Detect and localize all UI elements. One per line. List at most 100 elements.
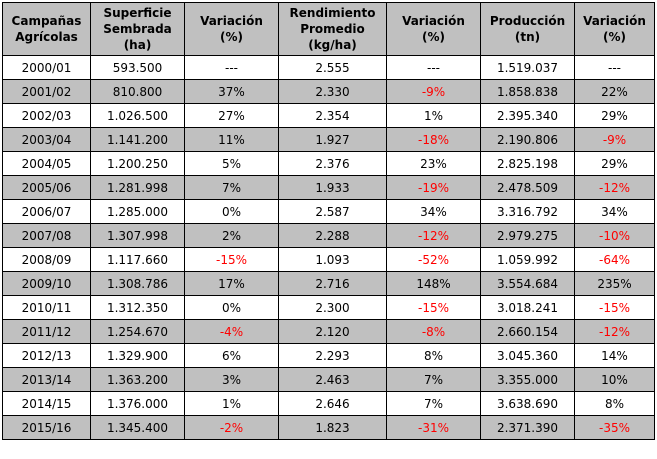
cell-area-variation: 7% bbox=[184, 175, 279, 200]
cell-sown-area: 1.376.000 bbox=[90, 391, 185, 416]
cell-production: 3.018.241 bbox=[480, 295, 575, 320]
cell-area-variation: -4% bbox=[184, 319, 279, 344]
cell-production: 3.554.684 bbox=[480, 271, 575, 296]
table-row: 2005/06 1.281.998 7% 1.933 -19% 2.478.509 -12% bbox=[2, 175, 655, 200]
cell-sown-area: 1.312.350 bbox=[90, 295, 185, 320]
header-line: Promedio bbox=[300, 22, 365, 36]
cell-area-variation: 11% bbox=[184, 127, 279, 152]
cell-sown-area: 1.308.786 bbox=[90, 271, 185, 296]
cell-production-variation: -12% bbox=[574, 319, 655, 344]
cell-area-variation: 6% bbox=[184, 343, 279, 368]
header-line: Variación bbox=[200, 14, 263, 28]
cell-yield-variation: 7% bbox=[386, 391, 481, 416]
cell-yield-variation: -12% bbox=[386, 223, 481, 248]
cell-avg-yield: 2.293 bbox=[278, 343, 387, 368]
table-row: 2002/03 1.026.500 27% 2.354 1% 2.395.340 29% bbox=[2, 103, 655, 128]
header-yield-variation: Variación (%) bbox=[386, 2, 481, 56]
header-line: Campañas bbox=[11, 14, 82, 28]
cell-production: 1.059.992 bbox=[480, 247, 575, 272]
cell-avg-yield: 2.555 bbox=[278, 55, 387, 80]
header-line: Sembrada bbox=[103, 22, 172, 36]
cell-campaign: 2004/05 bbox=[2, 151, 91, 176]
cell-avg-yield: 2.288 bbox=[278, 223, 387, 248]
cell-campaign: 2011/12 bbox=[2, 319, 91, 344]
cell-sown-area: 1.285.000 bbox=[90, 199, 185, 224]
cell-avg-yield: 2.646 bbox=[278, 391, 387, 416]
cell-yield-variation: 34% bbox=[386, 199, 481, 224]
table-row: 2003/04 1.141.200 11% 1.927 -18% 2.190.806 -9% bbox=[2, 127, 655, 152]
header-line: (%) bbox=[422, 30, 445, 44]
cell-sown-area: 1.200.250 bbox=[90, 151, 185, 176]
cell-area-variation: -2% bbox=[184, 415, 279, 440]
cell-campaign: 2013/14 bbox=[2, 367, 91, 392]
cell-campaign: 2005/06 bbox=[2, 175, 91, 200]
cell-production: 3.638.690 bbox=[480, 391, 575, 416]
header-sown-area: Superficie Sembrada (ha) bbox=[90, 2, 185, 56]
cell-yield-variation: -9% bbox=[386, 79, 481, 104]
header-line: Variación bbox=[583, 14, 646, 28]
cell-campaign: 2008/09 bbox=[2, 247, 91, 272]
table-row: 2012/13 1.329.900 6% 2.293 8% 3.045.360 14% bbox=[2, 343, 655, 368]
cell-avg-yield: 1.093 bbox=[278, 247, 387, 272]
cell-production-variation: 22% bbox=[574, 79, 655, 104]
cell-avg-yield: 1.823 bbox=[278, 415, 387, 440]
header-row: Campañas Agrícolas Superficie Sembrada (ha) V… bbox=[2, 2, 655, 56]
cell-yield-variation: 8% bbox=[386, 343, 481, 368]
cell-area-variation: 0% bbox=[184, 295, 279, 320]
table-row: 2008/09 1.117.660 -15% 1.093 -52% 1.059.992 -6… bbox=[2, 247, 655, 272]
cell-production: 2.371.390 bbox=[480, 415, 575, 440]
cell-sown-area: 1.026.500 bbox=[90, 103, 185, 128]
cell-production-variation: -9% bbox=[574, 127, 655, 152]
cell-campaign: 2001/02 bbox=[2, 79, 91, 104]
cell-production: 2.190.806 bbox=[480, 127, 575, 152]
cell-production: 3.316.792 bbox=[480, 199, 575, 224]
cell-campaign: 2012/13 bbox=[2, 343, 91, 368]
table-row: 2010/11 1.312.350 0% 2.300 -15% 3.018.241 -15% bbox=[2, 295, 655, 320]
cell-production: 2.478.509 bbox=[480, 175, 575, 200]
cell-production-variation: 29% bbox=[574, 151, 655, 176]
header-production: Producción (tn) bbox=[480, 2, 575, 56]
cell-avg-yield: 2.330 bbox=[278, 79, 387, 104]
cell-sown-area: 1.345.400 bbox=[90, 415, 185, 440]
cell-yield-variation: -19% bbox=[386, 175, 481, 200]
cell-sown-area: 1.281.998 bbox=[90, 175, 185, 200]
table-row: 2004/05 1.200.250 5% 2.376 23% 2.825.198 29% bbox=[2, 151, 655, 176]
cell-campaign: 2010/11 bbox=[2, 295, 91, 320]
table-row: 2011/12 1.254.670 -4% 2.120 -8% 2.660.154 -12% bbox=[2, 319, 655, 344]
header-line: (tn) bbox=[514, 30, 541, 44]
header-line: (kg/ha) bbox=[308, 38, 357, 52]
cell-avg-yield: 2.376 bbox=[278, 151, 387, 176]
cell-yield-variation: 1% bbox=[386, 103, 481, 128]
cell-campaign: 2009/10 bbox=[2, 271, 91, 296]
cell-avg-yield: 2.463 bbox=[278, 367, 387, 392]
cell-area-variation: 17% bbox=[184, 271, 279, 296]
cell-yield-variation: -31% bbox=[386, 415, 481, 440]
cell-yield-variation: 148% bbox=[386, 271, 481, 296]
cell-yield-variation: -18% bbox=[386, 127, 481, 152]
cell-production: 2.395.340 bbox=[480, 103, 575, 128]
cell-area-variation: 3% bbox=[184, 367, 279, 392]
cell-avg-yield: 1.933 bbox=[278, 175, 387, 200]
cell-campaign: 2000/01 bbox=[2, 55, 91, 80]
table-row: 2015/16 1.345.400 -2% 1.823 -31% 2.371.390 -35… bbox=[2, 415, 655, 440]
header-line: Rendimiento bbox=[289, 6, 376, 20]
cell-area-variation: --- bbox=[184, 55, 279, 80]
cell-area-variation: 0% bbox=[184, 199, 279, 224]
cell-production-variation: 8% bbox=[574, 391, 655, 416]
cell-production-variation: -64% bbox=[574, 247, 655, 272]
cell-production-variation: -35% bbox=[574, 415, 655, 440]
table-row: 2006/07 1.285.000 0% 2.587 34% 3.316.792 34% bbox=[2, 199, 655, 224]
cell-production-variation: 34% bbox=[574, 199, 655, 224]
crop-statistics-table: Campañas Agrícolas Superficie Sembrada (ha) V… bbox=[2, 2, 655, 440]
cell-production: 2.979.275 bbox=[480, 223, 575, 248]
cell-sown-area: 1.363.200 bbox=[90, 367, 185, 392]
cell-production-variation: -10% bbox=[574, 223, 655, 248]
cell-avg-yield: 2.120 bbox=[278, 319, 387, 344]
cell-yield-variation: -8% bbox=[386, 319, 481, 344]
header-line: Agrícolas bbox=[15, 30, 78, 44]
header-avg-yield: Rendimiento Promedio (kg/ha) bbox=[278, 2, 387, 56]
header-production-variation: Variación (%) bbox=[574, 2, 655, 56]
cell-sown-area: 1.254.670 bbox=[90, 319, 185, 344]
cell-area-variation: 37% bbox=[184, 79, 279, 104]
header-line: Producción bbox=[489, 14, 566, 28]
